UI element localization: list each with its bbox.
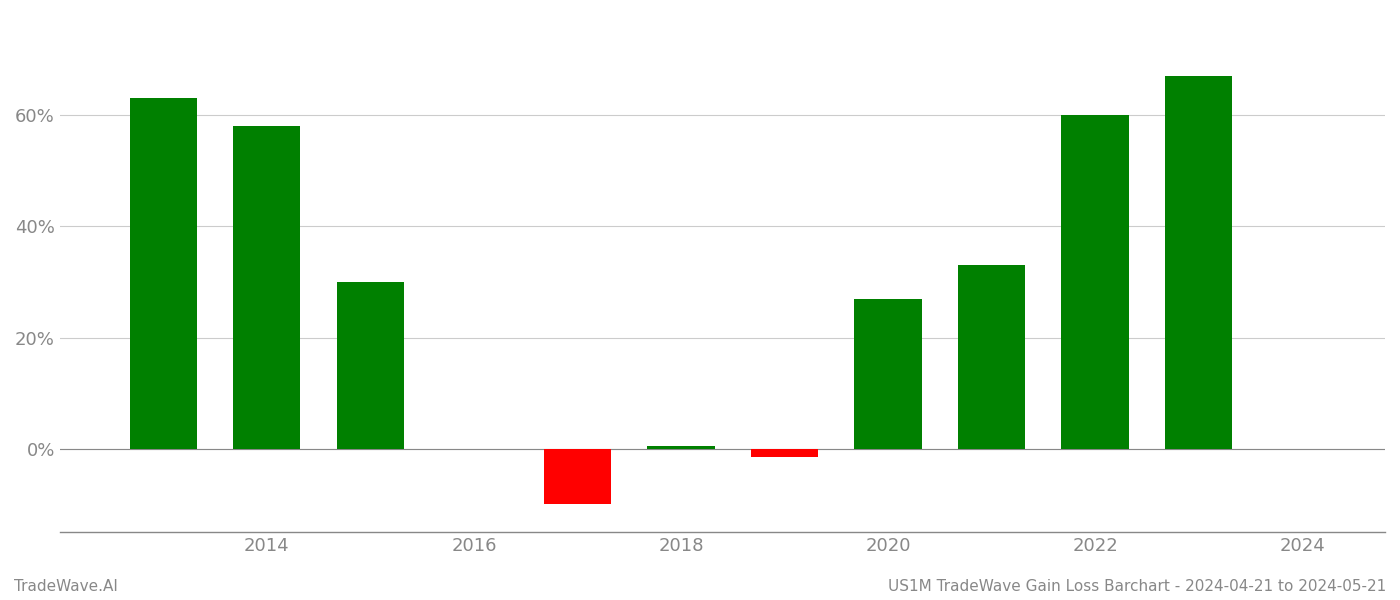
Bar: [958, 265, 1025, 449]
Text: TradeWave.AI: TradeWave.AI: [14, 579, 118, 594]
Bar: [750, 449, 818, 457]
Bar: [543, 449, 610, 505]
Bar: [1165, 76, 1232, 449]
Bar: [336, 282, 405, 449]
Text: US1M TradeWave Gain Loss Barchart - 2024-04-21 to 2024-05-21: US1M TradeWave Gain Loss Barchart - 2024…: [888, 579, 1386, 594]
Bar: [854, 299, 921, 449]
Bar: [234, 126, 301, 449]
Bar: [647, 446, 714, 449]
Bar: [130, 98, 197, 449]
Bar: [1061, 115, 1128, 449]
